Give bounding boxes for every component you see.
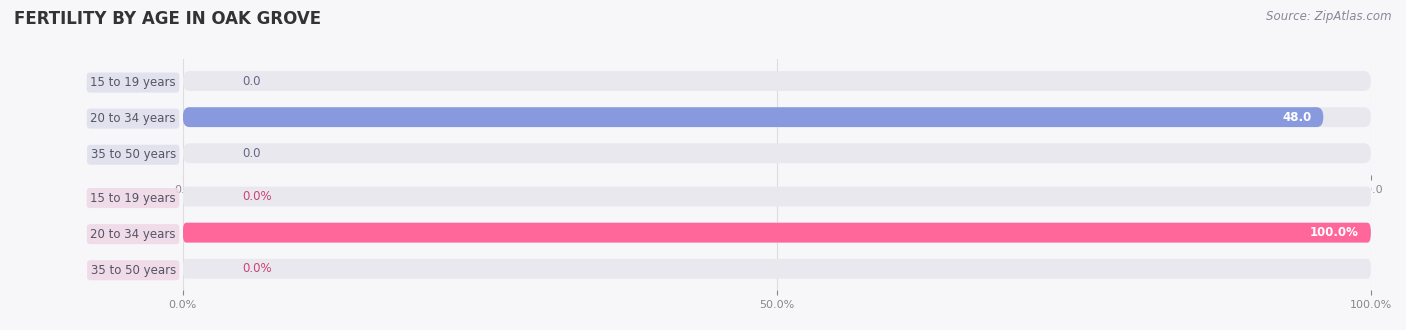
- FancyBboxPatch shape: [183, 187, 1371, 207]
- FancyBboxPatch shape: [183, 107, 1371, 127]
- FancyBboxPatch shape: [183, 71, 1371, 91]
- Text: Source: ZipAtlas.com: Source: ZipAtlas.com: [1267, 10, 1392, 23]
- FancyBboxPatch shape: [183, 259, 1371, 279]
- Text: 100.0%: 100.0%: [1310, 226, 1360, 239]
- Text: 0.0%: 0.0%: [242, 262, 271, 275]
- Text: 0.0%: 0.0%: [242, 190, 271, 203]
- FancyBboxPatch shape: [183, 107, 1323, 127]
- Text: 48.0: 48.0: [1282, 111, 1312, 124]
- FancyBboxPatch shape: [183, 143, 1371, 163]
- FancyBboxPatch shape: [183, 223, 1371, 243]
- Text: 0.0: 0.0: [242, 75, 260, 87]
- Text: 0.0: 0.0: [242, 147, 260, 160]
- FancyBboxPatch shape: [183, 223, 1371, 243]
- Text: FERTILITY BY AGE IN OAK GROVE: FERTILITY BY AGE IN OAK GROVE: [14, 10, 321, 28]
